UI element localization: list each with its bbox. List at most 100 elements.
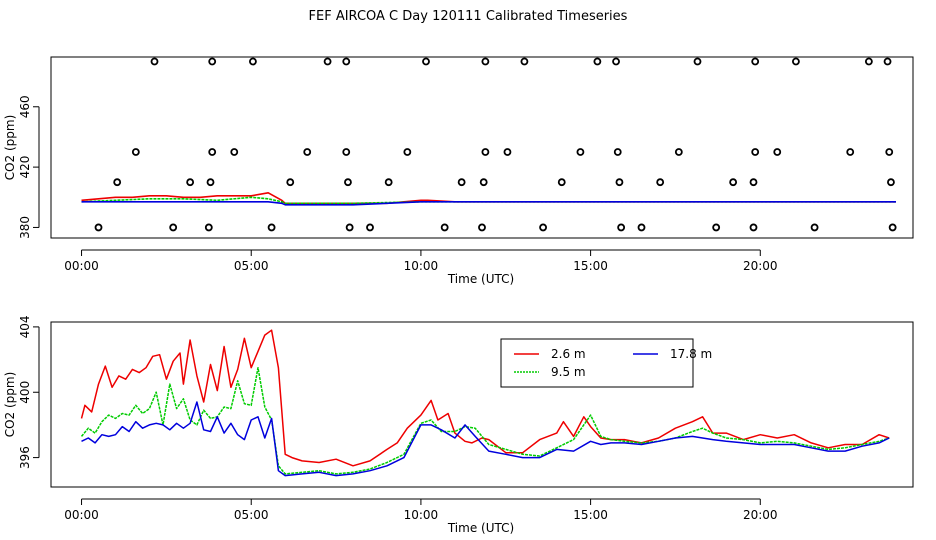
x-tick-label: 10:00 bbox=[404, 508, 439, 522]
bottom-x-axis-label: Time (UTC) bbox=[447, 521, 514, 535]
marker-circle bbox=[729, 178, 738, 187]
marker-circle bbox=[113, 178, 122, 187]
marker-circle bbox=[204, 223, 213, 232]
marker-circle bbox=[345, 223, 354, 232]
x-tick-label: 15:00 bbox=[573, 508, 608, 522]
top-plot-frame bbox=[50, 56, 914, 239]
marker-circle bbox=[267, 223, 276, 232]
marker-circle bbox=[457, 178, 466, 187]
marker-circle bbox=[208, 148, 217, 156]
marker-circle bbox=[810, 223, 819, 232]
marker-circle bbox=[131, 148, 140, 156]
marker-circle bbox=[593, 57, 602, 66]
marker-circle bbox=[864, 57, 873, 66]
marker-circle bbox=[749, 223, 758, 232]
marker-circle bbox=[344, 178, 352, 187]
x-tick-label: 05:00 bbox=[234, 508, 269, 522]
y-tick-label: 420 bbox=[18, 156, 32, 179]
marker-circle bbox=[342, 148, 351, 156]
marker-circle bbox=[674, 148, 683, 156]
marker-circle bbox=[883, 57, 892, 66]
marker-circle bbox=[520, 57, 529, 66]
marker-circle bbox=[249, 57, 257, 66]
y-tick-label: 396 bbox=[18, 446, 32, 469]
marker-circle bbox=[479, 178, 488, 187]
marker-circle bbox=[503, 148, 512, 156]
marker-circle bbox=[751, 57, 760, 66]
bottom-y-axis-label: CO2 (ppm) bbox=[3, 372, 17, 438]
series-line-9-5-m bbox=[80, 366, 890, 475]
top-y-axis-label: CO2 (ppm) bbox=[3, 115, 17, 181]
top-panel: 00:00 05:00 10:00 15:00 20:00 380 420 460 Time … bbox=[3, 56, 914, 286]
bottom-axes: 00:00 05:00 10:00 15:00 20:00 396 400 404 bbox=[18, 315, 778, 522]
marker-circle bbox=[846, 148, 855, 156]
x-tick-label: 15:00 bbox=[573, 259, 608, 273]
x-tick-label: 20:00 bbox=[743, 259, 778, 273]
marker-circle bbox=[792, 57, 800, 66]
x-tick-label: 00:00 bbox=[64, 508, 99, 522]
marker-circle bbox=[481, 57, 490, 66]
marker-circle bbox=[94, 223, 103, 232]
marker-circle bbox=[286, 178, 295, 187]
marker-circle bbox=[230, 148, 239, 156]
legend-box bbox=[500, 338, 694, 388]
bottom-series-lines bbox=[80, 329, 890, 477]
marker-circle bbox=[773, 148, 782, 156]
series-line-17-8-m bbox=[81, 401, 890, 477]
marker-circle bbox=[186, 178, 195, 187]
marker-circle bbox=[557, 178, 566, 187]
marker-circle bbox=[576, 148, 585, 156]
marker-circle bbox=[656, 178, 665, 187]
y-tick-label: 404 bbox=[18, 315, 32, 338]
marker-circle bbox=[169, 223, 178, 232]
marker-circle bbox=[422, 57, 430, 66]
marker-circle bbox=[208, 57, 217, 66]
marker-circle bbox=[613, 148, 622, 156]
x-tick-label: 10:00 bbox=[404, 259, 439, 273]
marker-circle bbox=[612, 57, 620, 66]
bottom-panel: 00:00 05:00 10:00 15:00 20:00 396 400 404 Time … bbox=[3, 315, 914, 535]
marker-circle bbox=[206, 178, 215, 187]
marker-circle bbox=[478, 223, 486, 232]
marker-circle bbox=[440, 223, 449, 232]
marker-circle bbox=[637, 223, 646, 232]
top-circle-markers bbox=[94, 57, 897, 232]
x-tick-label: 00:00 bbox=[64, 259, 99, 273]
y-tick-label: 460 bbox=[18, 95, 32, 118]
legend-label-17-8m: 17.8 m bbox=[670, 347, 712, 361]
marker-circle bbox=[366, 223, 374, 232]
marker-circle bbox=[323, 57, 332, 66]
legend: 2.6 m 17.8 m 9.5 m bbox=[500, 338, 712, 388]
marker-circle bbox=[403, 148, 412, 156]
marker-circle bbox=[888, 223, 897, 232]
bottom-plot-frame bbox=[50, 321, 914, 488]
marker-circle bbox=[342, 57, 351, 66]
x-tick-label: 05:00 bbox=[234, 259, 269, 273]
marker-circle bbox=[887, 178, 895, 187]
legend-label-9-5m: 9.5 m bbox=[551, 365, 586, 379]
marker-circle bbox=[693, 57, 702, 66]
series-line-9-5-m bbox=[81, 196, 896, 205]
marker-circle bbox=[712, 223, 721, 232]
y-tick-label: 380 bbox=[18, 216, 32, 239]
marker-circle bbox=[539, 223, 547, 232]
y-tick-label: 400 bbox=[18, 381, 32, 404]
marker-circle bbox=[885, 148, 894, 156]
marker-circle bbox=[749, 178, 758, 187]
x-tick-label: 20:00 bbox=[743, 508, 778, 522]
marker-circle bbox=[617, 223, 626, 232]
marker-circle bbox=[150, 57, 159, 66]
marker-circle bbox=[481, 148, 490, 156]
marker-circle bbox=[751, 148, 760, 156]
chart-title: FEF AIRCOA C Day 120111 Calibrated Times… bbox=[308, 9, 628, 24]
marker-circle bbox=[615, 178, 624, 187]
top-series-lines bbox=[81, 192, 896, 206]
top-x-axis-label: Time (UTC) bbox=[447, 272, 514, 286]
series-line-17-8-m bbox=[81, 201, 896, 206]
marker-circle bbox=[384, 178, 393, 187]
top-axes: 00:00 05:00 10:00 15:00 20:00 380 420 460 bbox=[18, 95, 778, 273]
series-line-2-6-m bbox=[80, 329, 890, 467]
legend-label-2-6m: 2.6 m bbox=[551, 347, 586, 361]
marker-circle bbox=[303, 148, 312, 156]
